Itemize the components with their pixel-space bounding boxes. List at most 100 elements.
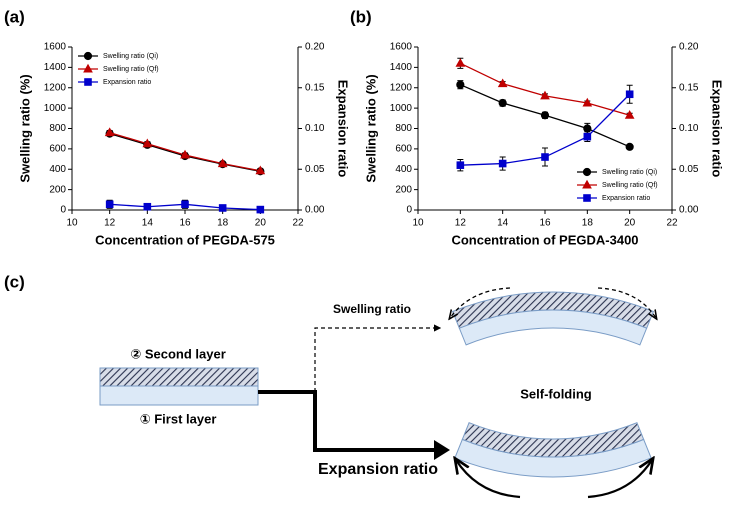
point: [582, 179, 592, 189]
x-tick-label: 18: [582, 218, 594, 229]
point: [541, 153, 549, 161]
point: [83, 51, 93, 61]
solid-curl: [456, 460, 521, 499]
y2-tick-label: 0.05: [679, 164, 699, 175]
swelling-arrow: [314, 324, 442, 392]
point: [104, 127, 115, 137]
point: [456, 80, 465, 89]
point: [582, 97, 593, 107]
legend-label: Expansion ratio: [602, 195, 650, 202]
series-line: [460, 62, 630, 116]
y-tick-label: 400: [395, 164, 412, 175]
y2-tick-label: 0.20: [305, 42, 325, 53]
legend-label: Swelling ratio (Qi): [103, 53, 158, 60]
y-tick-label: 200: [49, 184, 66, 195]
x-tick-label: 10: [66, 218, 78, 229]
x-tick-label: 20: [255, 218, 267, 229]
point: [181, 200, 189, 209]
point: [455, 58, 466, 67]
y-tick-label: 0: [406, 205, 412, 216]
point: [583, 132, 592, 141]
first-layer: [99, 385, 259, 406]
x-tick-label: 14: [497, 218, 509, 229]
y2-tick-label: 0.00: [679, 205, 699, 216]
bent-inner-hatched: [461, 422, 645, 458]
bent-inner-blue: [458, 309, 648, 346]
y2-tick-label: 0.15: [679, 82, 699, 93]
point: [180, 149, 190, 159]
y-tick-label: 600: [49, 144, 66, 155]
x-axis-label: Concentration of PEGDA-575: [95, 232, 275, 247]
y2-tick-label: 0.20: [679, 42, 699, 53]
point: [217, 158, 228, 168]
point: [143, 202, 152, 211]
arrow-head: [434, 440, 450, 460]
point: [255, 165, 266, 175]
folded-shapes: [450, 287, 656, 499]
point: [83, 63, 93, 73]
panel-label: (a): [4, 7, 25, 26]
point: [540, 111, 550, 120]
dashed-curl: [450, 287, 511, 318]
y-tick-label: 1600: [44, 42, 67, 53]
y2-axis-label: Expansion ratio: [336, 80, 351, 178]
legend-label: Expansion ratio: [103, 79, 151, 86]
point: [498, 159, 507, 168]
y2-tick-label: 0.15: [305, 82, 325, 93]
chart: (b) 0 200 400 600 800 1000 1200 1400 1600 0.00 0.05…: [350, 7, 725, 247]
y-tick-label: 400: [49, 164, 66, 175]
diagram: (c) ② Second layer ① First layer Swellin…: [4, 272, 656, 499]
y-tick-label: 600: [395, 144, 412, 155]
y-axis-label: Swelling ratio (%): [363, 74, 378, 182]
x-axis-label: Concentration of PEGDA-3400: [451, 232, 638, 247]
y-tick-label: 800: [49, 123, 66, 134]
y-tick-label: 800: [395, 123, 412, 134]
y-tick-label: 1000: [44, 103, 67, 114]
point: [625, 90, 634, 99]
self-folding-label: Self-folding: [520, 386, 592, 401]
point: [583, 194, 591, 202]
legend-label: Swelling ratio (Qf): [103, 66, 159, 73]
y-tick-label: 1600: [390, 42, 413, 53]
y-tick-label: 0: [60, 205, 66, 216]
swelling-label: Swelling ratio: [333, 302, 411, 316]
y-tick-label: 1200: [390, 82, 413, 93]
point: [142, 138, 153, 148]
second-layer-label: ② Second layer: [130, 346, 226, 361]
point: [84, 78, 92, 86]
x-tick-label: 16: [539, 218, 551, 229]
legend-label: Swelling ratio (Qf): [602, 182, 658, 189]
legend-label: Swelling ratio (Qi): [602, 169, 657, 176]
y-tick-label: 200: [395, 184, 412, 195]
x-tick-label: 18: [217, 218, 229, 229]
second-layer: [99, 367, 259, 387]
y2-tick-label: 0.10: [679, 123, 699, 134]
solid-curl: [587, 460, 652, 499]
point: [583, 124, 592, 133]
y2-tick-label: 0.10: [305, 123, 325, 134]
point: [582, 167, 592, 177]
x-tick-label: 16: [179, 218, 191, 229]
y-tick-label: 1400: [44, 62, 67, 73]
first-layer-label: ① First layer: [140, 411, 217, 426]
y2-tick-label: 0.00: [305, 205, 325, 216]
y-tick-label: 1200: [44, 82, 67, 93]
y-axis-label: Swelling ratio (%): [17, 74, 32, 182]
charts: (a)020040060080010001200140016000.000.05…: [4, 7, 725, 247]
point: [105, 200, 114, 209]
x-tick-label: 12: [455, 218, 467, 229]
panel-label: (c): [4, 272, 25, 291]
point: [498, 98, 507, 108]
x-tick-label: 22: [666, 218, 678, 229]
x-tick-label: 12: [104, 218, 116, 229]
expansion-arrow: [258, 390, 440, 452]
x-tick-label: 14: [142, 218, 154, 229]
dashed-curl: [597, 287, 656, 318]
x-tick-label: 10: [412, 218, 424, 229]
y-tick-label: 1400: [390, 62, 413, 73]
point: [624, 110, 635, 119]
point: [625, 142, 634, 151]
panel-label: (b): [350, 7, 372, 26]
y2-tick-label: 0.05: [305, 164, 325, 175]
